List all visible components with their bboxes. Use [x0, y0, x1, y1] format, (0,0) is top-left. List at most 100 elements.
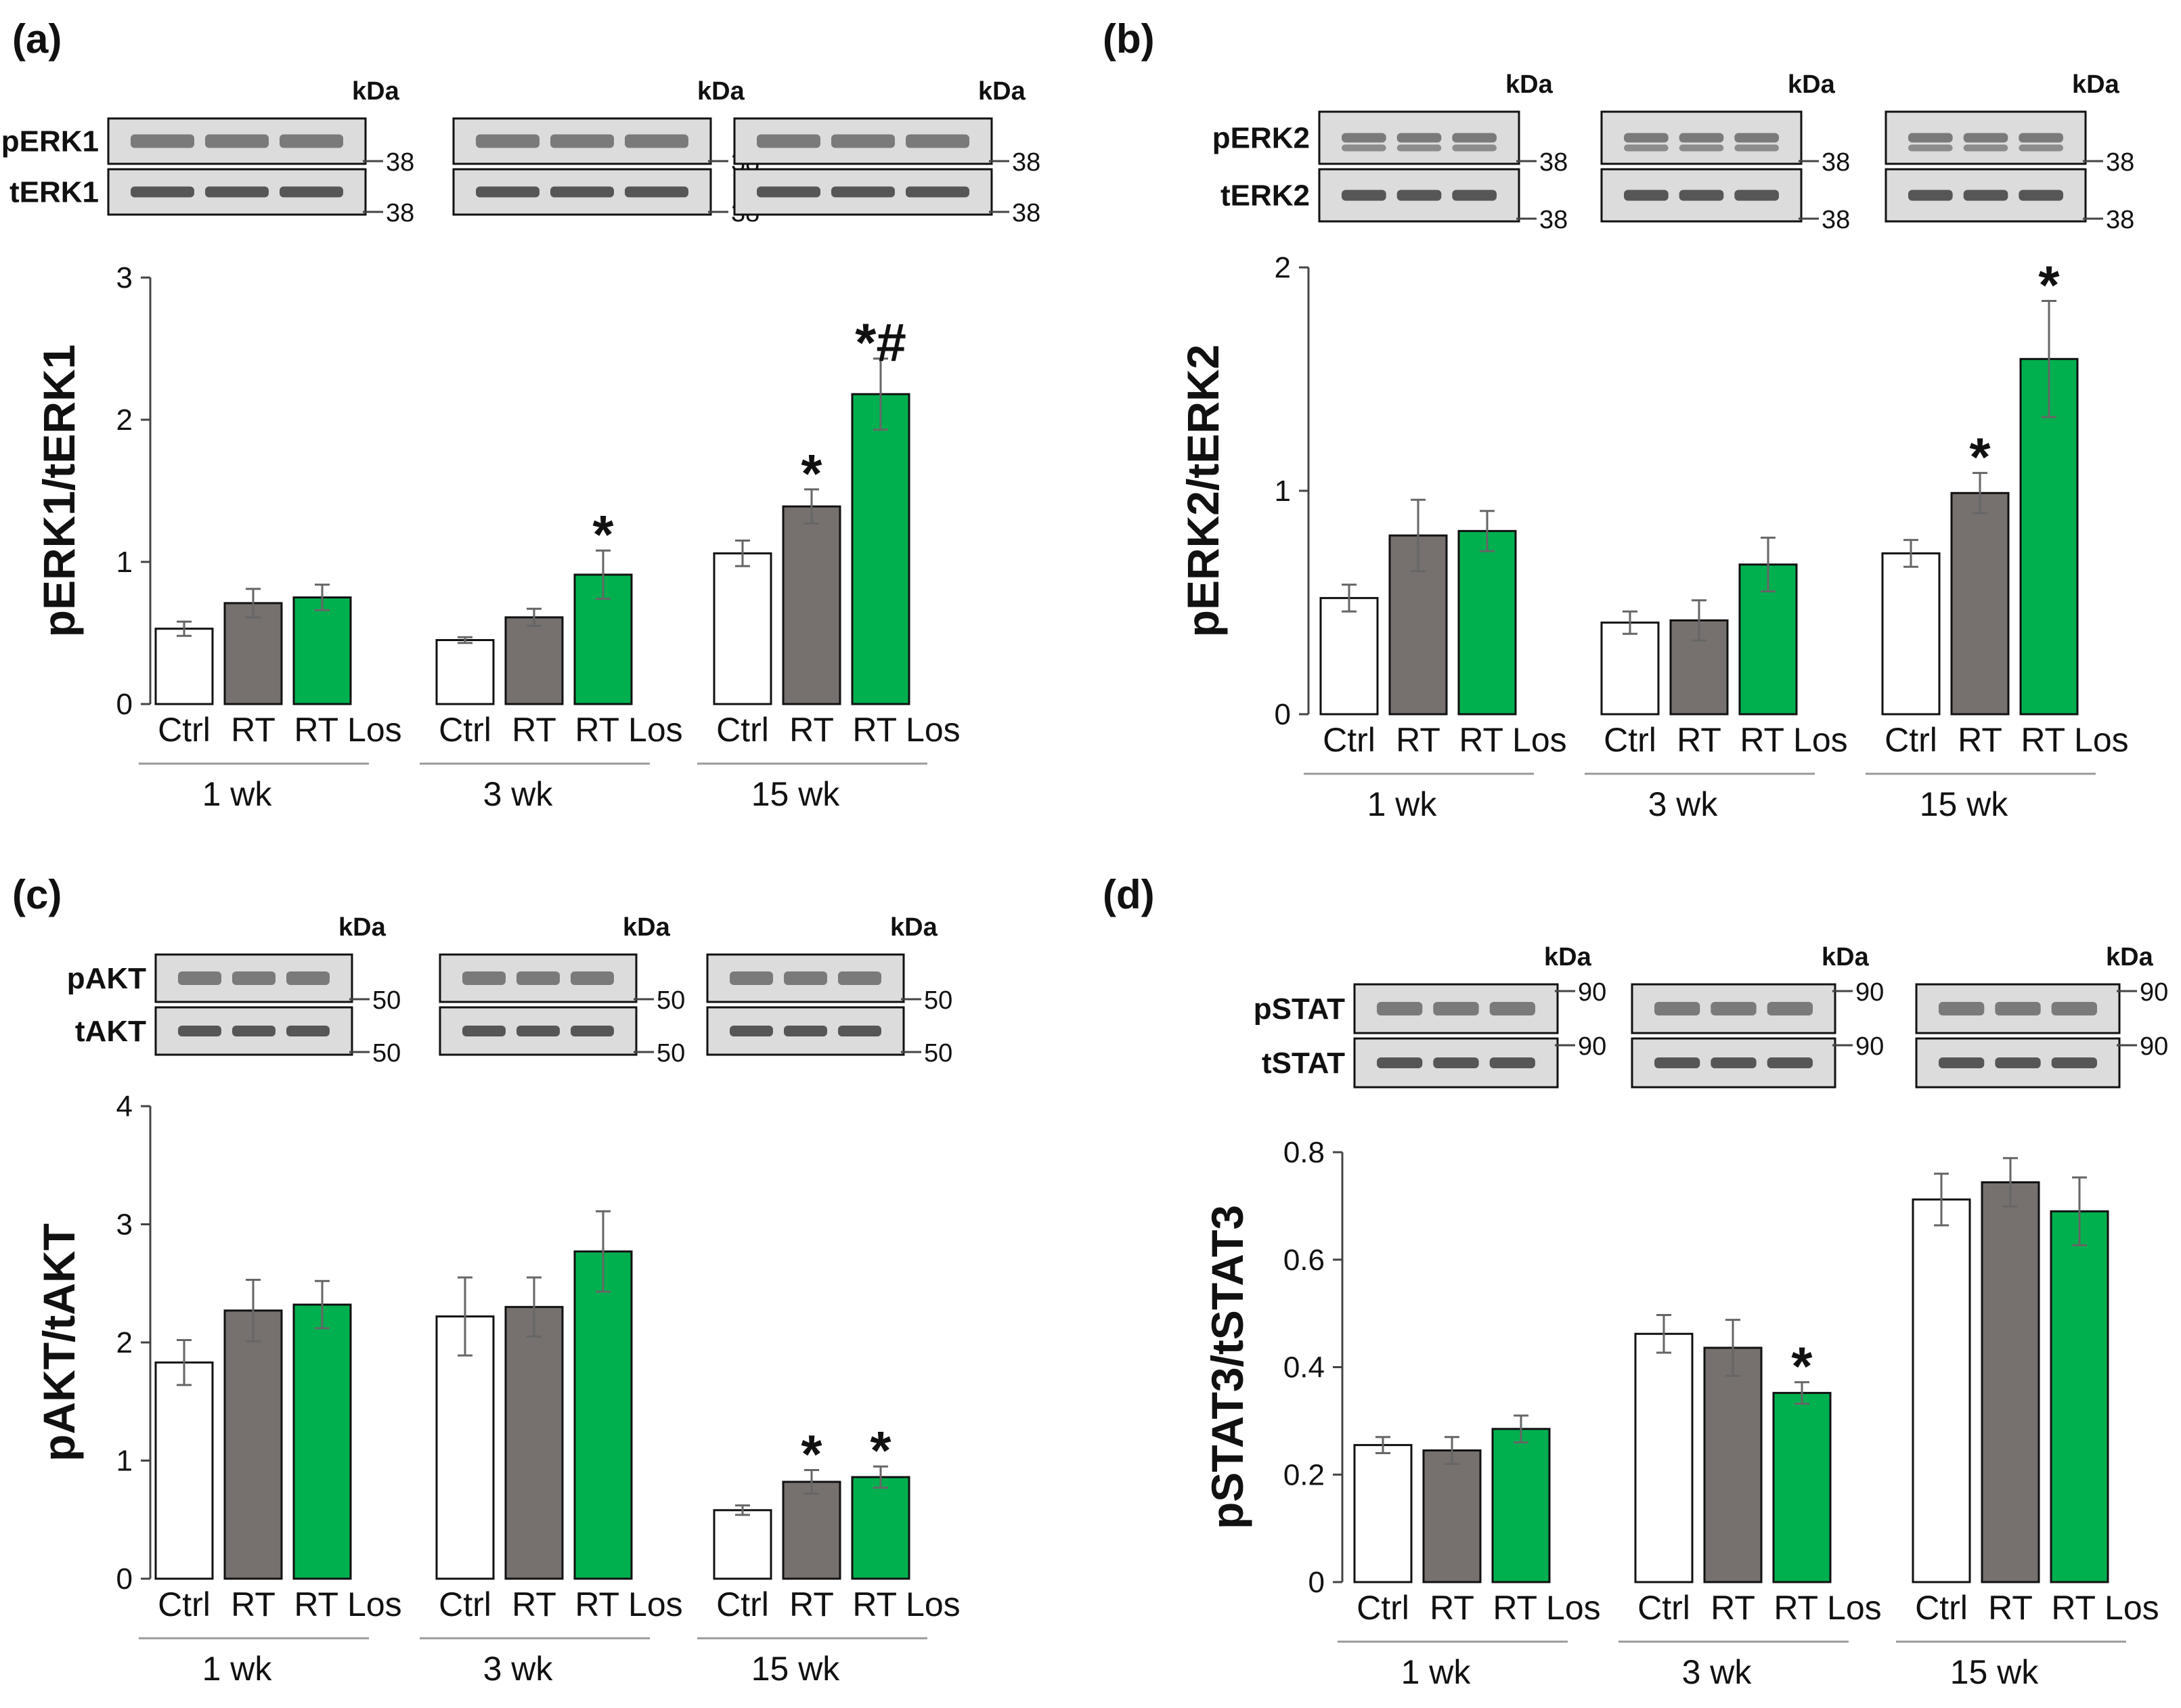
- blot-band: [232, 1026, 276, 1036]
- blot-marker-label: 38: [386, 148, 414, 177]
- blot-marker-label: 38: [2106, 148, 2134, 177]
- category-label: RT: [512, 711, 556, 749]
- category-label: RT Los: [575, 711, 682, 749]
- bar-rt: [223, 602, 283, 705]
- blot-marker-label: 90: [2140, 978, 2168, 1007]
- blot-marker-label: 38: [2106, 206, 2134, 234]
- group-label: 3 wk: [1648, 785, 1719, 823]
- bar-ctrl: [154, 628, 214, 705]
- blot-band: [1396, 190, 1442, 201]
- bar-ctrl: [1881, 552, 1941, 716]
- y-tick-label: 1: [116, 1445, 133, 1478]
- blot-band: [232, 971, 276, 985]
- blot-band: [1995, 1057, 2041, 1068]
- blot-row-label: pERK2: [1212, 122, 1310, 155]
- group-label: 1 wk: [1367, 785, 1438, 823]
- category-label: Ctrl: [1637, 1589, 1690, 1627]
- blot-row-label: pAKT: [67, 962, 146, 995]
- category-label: RT Los: [1493, 1589, 1600, 1627]
- significance-marker: *: [592, 504, 614, 565]
- significance-marker: *: [870, 1420, 891, 1481]
- blot-marker-label: 38: [1539, 206, 1568, 234]
- blot-band: [1489, 1057, 1535, 1068]
- significance-marker: *: [801, 1424, 822, 1484]
- panel-b: (b) kDa 38 pERK2 38 tERK2 kDa 38 38 kDa 38 38 0 1 2 pER…: [1090, 0, 2181, 854]
- blot-band: [1342, 144, 1386, 152]
- bar-rt: [1950, 491, 2010, 716]
- blot-band: [476, 134, 539, 148]
- blot-marker-label: 50: [924, 1039, 952, 1068]
- panel-letter-b: (b): [1103, 16, 1155, 62]
- y-axis-label: pSTAT3/tSTAT3: [1202, 1205, 1252, 1529]
- blot-band: [1963, 190, 2008, 201]
- group-label: 15 wk: [1920, 785, 2009, 823]
- y-tick-label: 1: [116, 546, 133, 579]
- category-label: Ctrl: [716, 1585, 769, 1623]
- y-tick-label: 2: [116, 1326, 133, 1359]
- chart-b: (b) kDa 38 pERK2 38 tERK2 kDa 38 38 kDa 38 38 0 1 2 pER…: [1103, 16, 2134, 823]
- bar-ctrl: [713, 552, 772, 705]
- kda-label: kDa: [338, 913, 387, 942]
- blot-band: [1908, 133, 1953, 143]
- blot-marker-label: 50: [372, 986, 401, 1015]
- blot-band: [1342, 133, 1386, 143]
- bar-ctrl: [1912, 1198, 1971, 1583]
- category-label: Ctrl: [439, 1585, 491, 1623]
- blot-marker-label: 90: [2140, 1032, 2168, 1061]
- y-tick-label: 2: [116, 403, 133, 437]
- blot-band: [730, 971, 773, 985]
- blot-band: [784, 971, 827, 985]
- blot-band: [286, 1026, 330, 1036]
- y-tick-label: 3: [116, 261, 133, 294]
- kda-label: kDa: [1505, 70, 1554, 99]
- group-label: 15 wk: [751, 775, 841, 813]
- blot-band: [2019, 190, 2063, 201]
- category-label: RT Los: [852, 1585, 960, 1623]
- blot-band: [462, 971, 506, 985]
- blot-band: [838, 971, 881, 985]
- blot-marker-label: 90: [1578, 978, 1606, 1007]
- bar-rt-los: [2019, 357, 2079, 716]
- bar-rt-los: [1772, 1392, 1832, 1583]
- blot-band: [1433, 1002, 1479, 1015]
- group-label: 1 wk: [1401, 1653, 1472, 1691]
- blot-band: [1963, 133, 2008, 143]
- blot-marker-label: 90: [1578, 1032, 1606, 1061]
- significance-marker: *: [801, 443, 822, 504]
- blot-band: [1342, 190, 1386, 201]
- kda-label: kDa: [2072, 70, 2120, 99]
- blot-band: [131, 134, 194, 148]
- bar-rt-los: [292, 596, 352, 705]
- bar-ctrl: [1634, 1332, 1694, 1583]
- category-label: RT: [1677, 721, 1721, 759]
- blot-band: [1433, 1057, 1479, 1068]
- y-tick-label: 0.2: [1283, 1458, 1325, 1491]
- blot-band: [1679, 144, 1724, 152]
- blot-band: [1452, 144, 1497, 152]
- group-label: 1 wk: [202, 775, 273, 813]
- blot-band: [280, 186, 343, 198]
- category-label: RT: [1396, 721, 1440, 759]
- bar-ctrl: [435, 639, 495, 705]
- group-label: 15 wk: [751, 1650, 841, 1688]
- bar-rt: [504, 1306, 564, 1580]
- blot-marker-label: 90: [1855, 978, 1884, 1007]
- y-tick-label: 0: [1308, 1566, 1325, 1599]
- bar-rt: [782, 505, 841, 705]
- blot-band: [1624, 144, 1669, 152]
- y-tick-label: 0.6: [1283, 1244, 1325, 1277]
- blot-marker-label: 38: [1012, 148, 1040, 177]
- y-tick-label: 0: [1275, 698, 1291, 731]
- category-label: RT Los: [1740, 721, 1847, 759]
- y-tick-label: 2: [1275, 251, 1291, 284]
- blot-band: [1767, 1057, 1813, 1068]
- y-axis-label: pERK2/tERK2: [1178, 345, 1228, 638]
- category-label: Ctrl: [1323, 721, 1375, 759]
- bar-rt: [504, 616, 564, 705]
- category-label: RT: [789, 711, 834, 749]
- significance-marker: *: [1969, 427, 1991, 487]
- blot-band: [625, 186, 688, 198]
- blot-band: [550, 134, 614, 148]
- panel-letter-d: (d): [1103, 872, 1155, 917]
- blot-band: [1767, 1002, 1813, 1015]
